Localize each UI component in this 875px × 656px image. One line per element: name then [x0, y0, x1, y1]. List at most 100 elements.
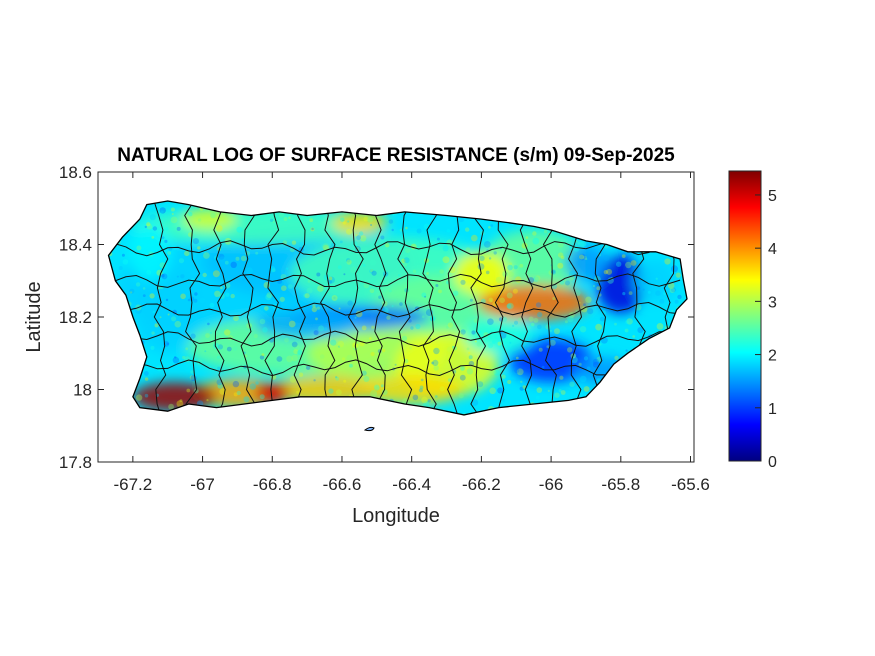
x-axis: -67.2 -67 -66.8 -66.6 -66.4 -66.2 -66 -65.8 -65.…: [113, 172, 710, 494]
field-speckle: [446, 326, 449, 329]
field-speckle: [298, 372, 304, 377]
field-speckle: [447, 322, 454, 328]
field-speckle: [380, 384, 384, 388]
field-speckle: [625, 349, 628, 352]
field-speckle: [416, 228, 422, 234]
field-speckle: [530, 322, 535, 327]
field-speckle: [213, 342, 220, 349]
field-speckle: [426, 272, 429, 275]
field-speckle: [236, 226, 243, 233]
field-speckle: [240, 255, 247, 262]
field-speckle: [174, 356, 177, 359]
field-speckle: [363, 216, 369, 222]
municipality-boundary: [108, 240, 681, 257]
field-speckle: [477, 263, 485, 270]
field-speckle: [176, 400, 184, 408]
field-speckle: [493, 251, 497, 255]
field-speckle: [469, 298, 473, 302]
field-speckle: [135, 307, 142, 314]
field-speckle: [596, 286, 601, 291]
field-speckle: [477, 381, 484, 388]
field-speckle: [335, 376, 340, 381]
field-speckle: [403, 257, 410, 264]
field-speckle: [212, 270, 220, 278]
field-speckle: [150, 345, 155, 350]
field-speckle: [489, 369, 496, 376]
field-speckle: [414, 300, 421, 308]
field-speckle: [157, 286, 161, 290]
field-speckle: [122, 259, 129, 265]
field-speckle: [499, 297, 506, 304]
field-speckle: [310, 227, 315, 232]
caja-de-muertos-island: [363, 426, 375, 432]
field-speckle: [492, 301, 498, 307]
field-speckle: [311, 306, 318, 313]
colorbar-tick-label: 5: [768, 188, 777, 205]
field-speckle: [488, 297, 494, 303]
field-speckle: [632, 335, 636, 338]
field-speckle: [259, 394, 265, 400]
field-speckle: [459, 374, 466, 381]
x-axis-label: Longitude: [352, 505, 440, 527]
field-speckle: [483, 241, 491, 248]
field-speckle: [558, 252, 564, 258]
field-speckle: [361, 370, 367, 376]
field-speckle: [485, 270, 490, 275]
field-speckle: [180, 274, 185, 279]
y-axis: 17.8 18 18.2 18.4 18.6: [59, 163, 694, 472]
field-speckle: [625, 320, 629, 324]
field-speckle: [458, 393, 464, 399]
field-speckle: [489, 299, 493, 302]
field-speckle: [543, 287, 546, 291]
field-speckle: [502, 398, 506, 402]
field-speckle: [233, 392, 238, 397]
field-speckle: [233, 315, 239, 322]
field-speckle: [497, 341, 502, 346]
field-speckle: [616, 261, 622, 267]
field-speckle: [515, 276, 522, 283]
field-speckle: [630, 260, 637, 266]
field-patch: [634, 259, 677, 303]
field-speckle: [149, 293, 155, 299]
field-speckle: [578, 301, 581, 304]
field-speckle: [369, 269, 374, 274]
field-speckle: [220, 286, 223, 290]
field-speckle: [313, 379, 316, 382]
field-speckle: [466, 368, 474, 375]
field-speckle: [255, 251, 259, 255]
field-speckle: [370, 351, 375, 357]
field-speckle: [442, 216, 447, 221]
field-speckle: [671, 287, 676, 293]
field-speckle: [506, 292, 513, 299]
field-speckle: [421, 396, 428, 404]
field-speckle: [303, 293, 308, 298]
field-speckle: [675, 272, 681, 278]
field-speckle: [501, 316, 508, 322]
field-speckle: [197, 246, 201, 250]
field-speckle: [204, 350, 207, 353]
field-speckle: [146, 269, 152, 275]
field-speckle: [533, 317, 539, 323]
field-speckle: [381, 389, 388, 395]
field-speckle: [655, 290, 661, 297]
field-speckle: [315, 317, 318, 321]
field-speckle: [248, 341, 252, 345]
y-tick-label: 18: [73, 381, 92, 400]
field-speckle: [606, 268, 613, 275]
field-speckle: [217, 366, 221, 370]
field-speckle: [253, 333, 258, 339]
field-speckle: [346, 259, 352, 265]
field-speckle: [401, 258, 406, 263]
field-speckle: [227, 335, 233, 341]
field-speckle: [592, 284, 596, 288]
colorbar-tick-label: 1: [768, 401, 777, 418]
field-speckle: [558, 389, 562, 393]
y-tick-label: 17.8: [59, 453, 92, 472]
colorbar-ticks: 0 1 2 3 4 5: [755, 188, 777, 471]
field-speckle: [164, 239, 168, 243]
field-speckle: [479, 255, 485, 262]
field-speckle: [210, 331, 212, 334]
field-speckle: [200, 276, 205, 280]
field-speckle: [397, 274, 401, 277]
field-speckle: [172, 357, 180, 364]
